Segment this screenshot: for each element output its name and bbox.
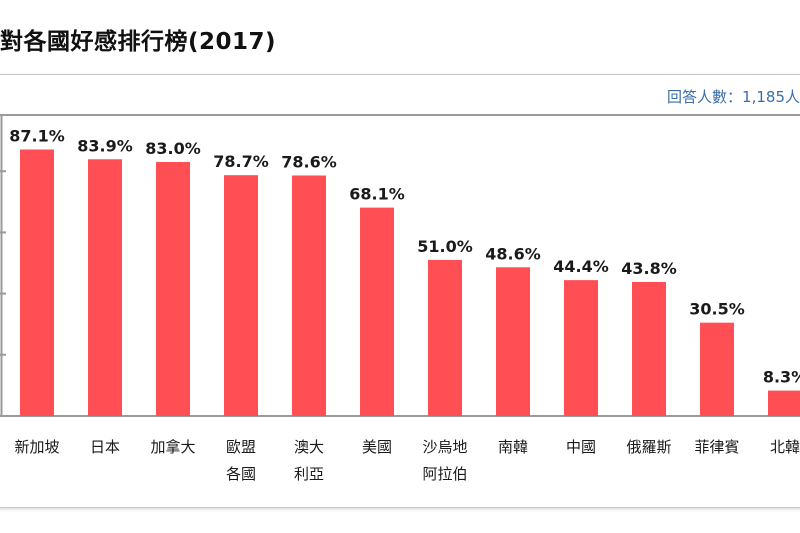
category-label: 阿拉伯 [422,465,467,483]
bar [20,149,54,416]
bar [224,175,258,416]
category-label: 菲律賓 [694,438,739,456]
value-label: 44.4% [553,257,609,276]
bar [428,259,462,416]
bar [496,267,530,416]
category-label: 各國 [226,465,256,483]
value-label: 78.7% [213,152,269,171]
bar [360,207,394,416]
category-label: 沙烏地 [422,438,467,456]
bar [156,162,190,416]
sample-size-note: 回答人數：1,185人 [667,88,800,106]
bar [632,281,666,416]
value-label: 48.6% [485,244,541,263]
value-label: 78.6% [281,152,337,171]
value-label: 43.8% [621,259,677,278]
category-label: 加拿大 [150,438,195,456]
chart-frame [0,74,800,508]
value-label: 30.5% [689,300,745,319]
value-label: 8.3% [763,368,800,387]
value-label: 68.1% [349,185,405,204]
bar [564,280,598,416]
category-label: 歐盟 [226,438,256,456]
chart-divider [0,114,800,116]
category-label: 新加坡 [14,438,59,456]
chart-title: 對各國好感排行榜(2017) [0,29,277,55]
value-label: 87.1% [9,126,65,145]
bar [768,390,800,416]
category-label: 美國 [362,438,392,456]
bar [700,322,734,416]
bar [292,175,326,416]
category-label: 俄羅斯 [626,438,671,456]
category-label: 中國 [566,438,596,456]
category-label: 利亞 [294,465,324,483]
value-label: 51.0% [417,237,473,256]
value-label: 83.9% [77,136,133,155]
category-label: 澳大 [294,438,324,456]
category-label: 北韓 [770,438,800,456]
category-label: 日本 [90,438,120,456]
category-label: 南韓 [498,438,528,456]
value-label: 83.0% [145,139,201,158]
bar [88,159,122,417]
